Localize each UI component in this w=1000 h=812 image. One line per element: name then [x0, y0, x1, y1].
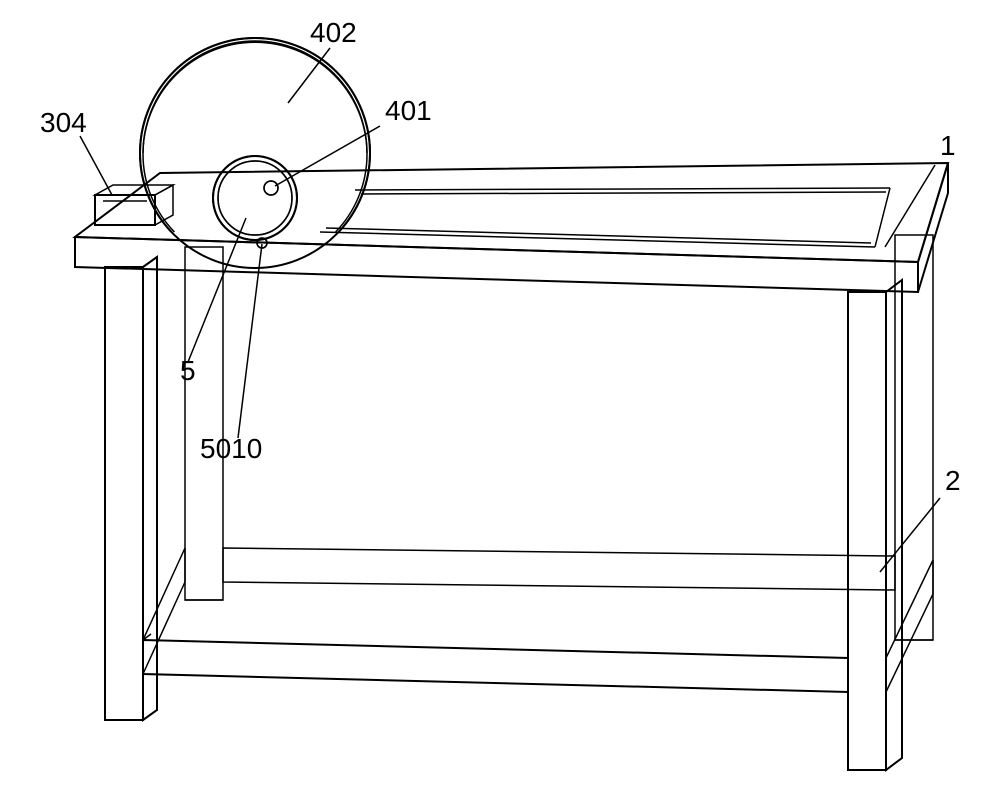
label-5010: 5010 — [200, 433, 262, 464]
blade-slot — [320, 188, 890, 247]
label-401: 401 — [385, 95, 432, 126]
saw-assembly — [140, 38, 370, 268]
label-5: 5 — [180, 355, 196, 386]
labels: 402 304 401 1 5 5010 2 — [40, 17, 961, 572]
tabletop — [75, 163, 948, 292]
label-1: 1 — [940, 130, 956, 161]
label-2: 2 — [945, 465, 961, 496]
label-304: 304 — [40, 107, 87, 138]
saw-visible — [140, 38, 370, 248]
table-frame — [105, 235, 933, 770]
label-402: 402 — [310, 17, 357, 48]
